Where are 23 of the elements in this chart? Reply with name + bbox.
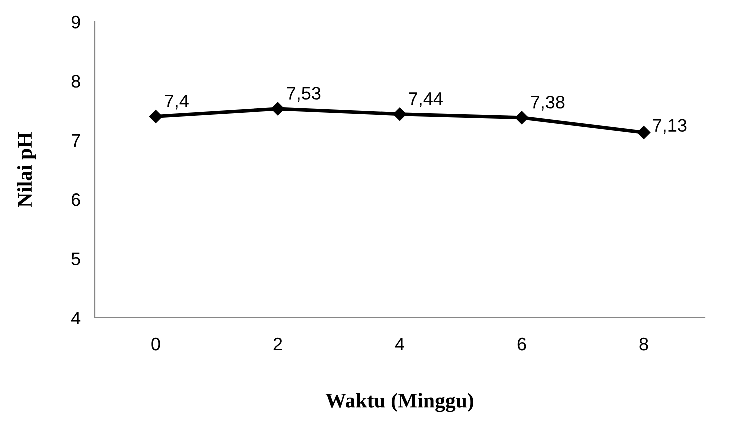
x-tick-label: 2 <box>274 338 282 351</box>
y-tick-label: 7 <box>72 134 80 147</box>
point <box>515 111 529 124</box>
x-axis-title: Waktu (Minggu) <box>326 393 474 412</box>
y-tick-label: 9 <box>72 16 80 29</box>
y-axis-title: Nilai pH <box>17 132 36 208</box>
x-tick-label: 6 <box>518 338 526 351</box>
data-label: 7,53 <box>287 87 321 102</box>
data-label: 7,38 <box>531 96 565 111</box>
y-tick-label: 8 <box>72 75 80 88</box>
x-tick-label: 8 <box>640 338 648 351</box>
data-label: 7,13 <box>653 119 687 134</box>
point <box>393 108 407 121</box>
point <box>637 126 651 140</box>
y-tick-label: 4 <box>71 312 81 325</box>
y-tick-label: 5 <box>72 252 80 266</box>
point <box>271 102 285 116</box>
point <box>149 110 163 124</box>
x-tick-label: 0 <box>152 338 160 351</box>
y-tick-label: 6 <box>72 194 80 206</box>
data-label: 7,4 <box>165 94 189 110</box>
x-tick-label: 4 <box>395 338 404 351</box>
data-label: 7,44 <box>409 92 443 108</box>
